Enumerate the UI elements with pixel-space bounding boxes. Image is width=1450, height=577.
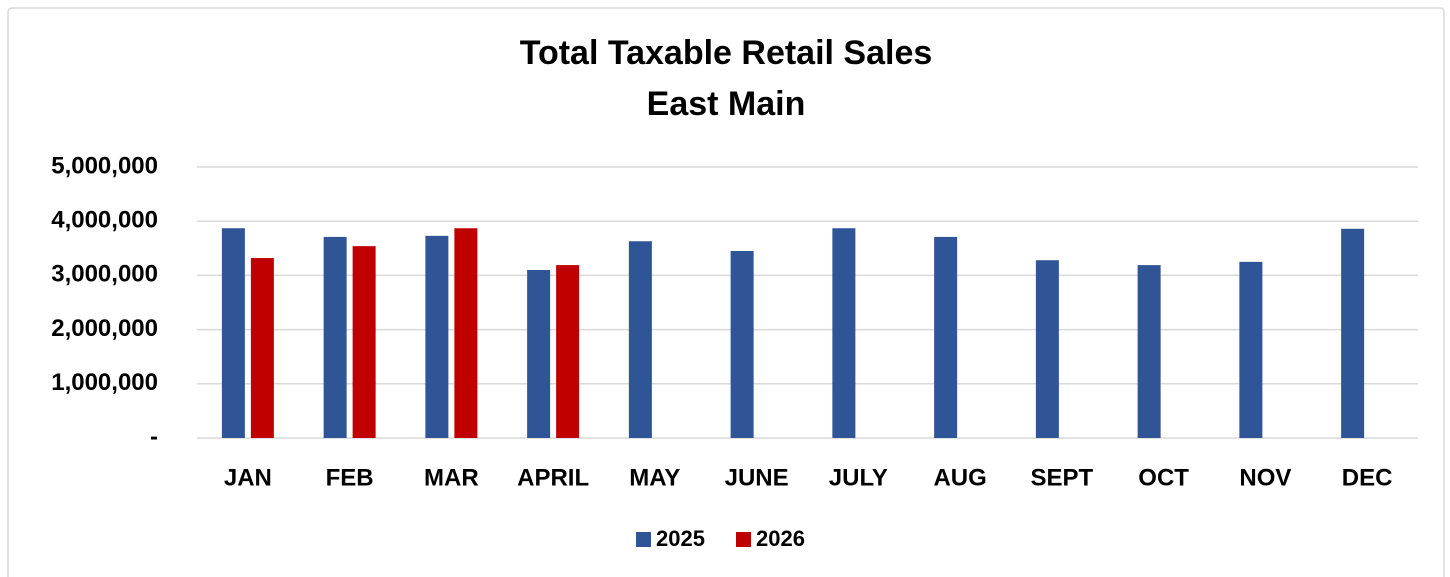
bar [352, 246, 376, 438]
x-tick-label: JAN [224, 464, 272, 491]
bar [221, 228, 245, 438]
legend-swatch [736, 532, 751, 547]
bar [730, 251, 754, 438]
chart-subtitle: East Main [647, 85, 806, 123]
y-tick-label: 3,000,000 [51, 261, 158, 288]
x-tick-label: OCT [1138, 464, 1189, 491]
x-tick-label: FEB [326, 464, 374, 491]
bar [832, 228, 856, 438]
legend-label: 2025 [656, 526, 705, 551]
bar [454, 228, 478, 438]
bar [1341, 228, 1365, 438]
bar [1035, 260, 1059, 438]
y-tick-label: 4,000,000 [51, 207, 158, 234]
bar [527, 269, 551, 438]
x-tick-label: NOV [1239, 464, 1291, 491]
bar [556, 265, 580, 438]
y-tick-label: 5,000,000 [51, 152, 158, 179]
x-tick-label: JUNE [725, 464, 789, 491]
x-tick-label: JULY [829, 464, 888, 491]
bar [323, 236, 347, 438]
x-tick-label: MAR [424, 464, 479, 491]
y-tick-label: 1,000,000 [51, 369, 158, 396]
bar [250, 258, 274, 438]
x-tick-label: DEC [1342, 464, 1393, 491]
x-tick-label: MAY [629, 464, 680, 491]
bar [1239, 261, 1263, 438]
x-tick-label: AUG [933, 464, 986, 491]
x-tick-label: SEPT [1031, 464, 1094, 491]
y-tick-label: - [150, 423, 158, 450]
chart-title: Total Taxable Retail Sales [520, 34, 933, 72]
x-tick-label: APRIL [517, 464, 589, 491]
legend-swatch [636, 532, 651, 547]
bar [628, 241, 652, 438]
bar [425, 235, 449, 438]
y-tick-label: 2,000,000 [51, 315, 158, 342]
legend-label: 2026 [756, 526, 805, 551]
bar [1137, 265, 1161, 438]
bar [934, 236, 958, 438]
